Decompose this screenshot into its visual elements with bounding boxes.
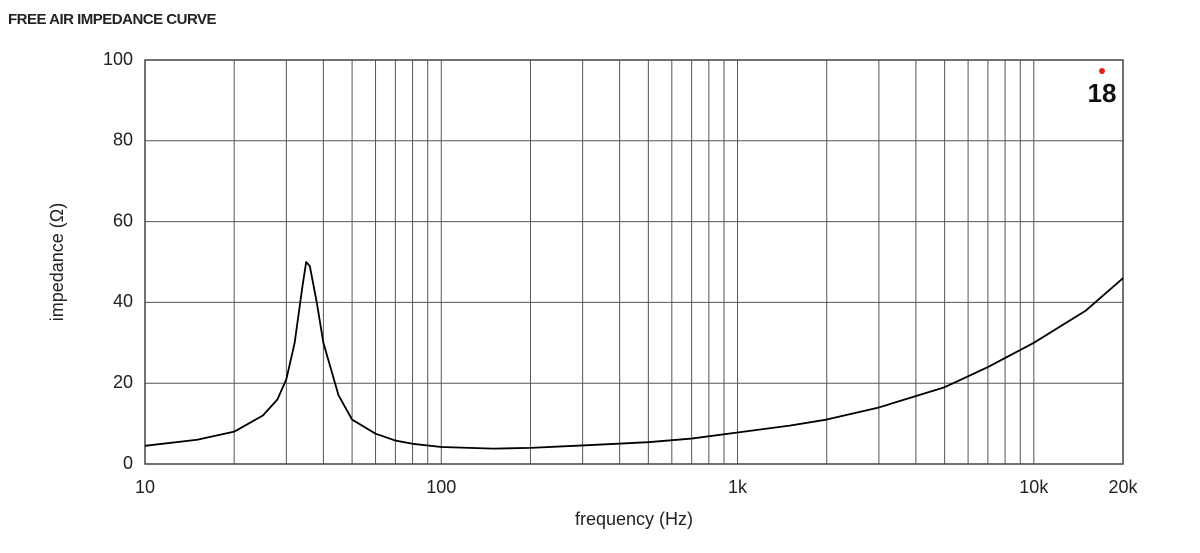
y-tick-label: 100 bbox=[103, 49, 133, 69]
x-tick-label: 1k bbox=[728, 477, 748, 497]
y-tick-label: 60 bbox=[113, 210, 133, 230]
logo: 18 bbox=[1088, 78, 1117, 108]
x-tick-label: 20k bbox=[1108, 477, 1138, 497]
impedance-line bbox=[144, 261, 1124, 450]
logo-dot bbox=[1099, 68, 1105, 74]
y-tick-label: 0 bbox=[123, 453, 133, 473]
x-tick-label: 10k bbox=[1019, 477, 1049, 497]
x-tick-label: 100 bbox=[426, 477, 456, 497]
y-tick-label: 20 bbox=[113, 372, 133, 392]
y-tick-label: 80 bbox=[113, 130, 133, 150]
y-axis-label: impedance (Ω) bbox=[47, 203, 67, 322]
x-axis-label: frequency (Hz) bbox=[575, 509, 693, 529]
x-tick-label: 10 bbox=[135, 477, 155, 497]
plot-frame bbox=[144, 59, 1124, 465]
chart-title: FREE AIR IMPEDANCE CURVE bbox=[8, 11, 217, 28]
y-tick-label: 40 bbox=[113, 291, 133, 311]
